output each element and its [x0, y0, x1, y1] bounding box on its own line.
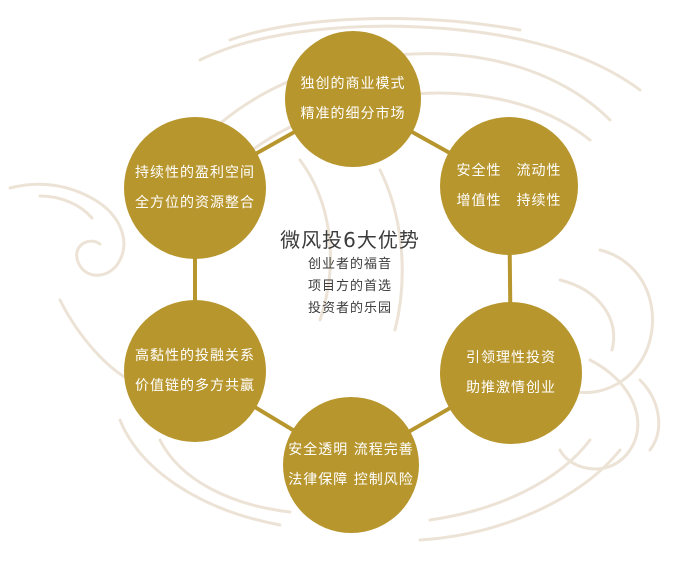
node-rational-investment: 引领理性投资 助推激情创业: [440, 302, 582, 444]
node-line: 增值性 持续性: [456, 193, 562, 209]
center-title: 微风投6大优势: [280, 228, 420, 252]
node-line: 安全性 流动性: [456, 163, 562, 179]
node-line: 全方位的资源整合: [135, 195, 255, 211]
node-line: 独创的商业模式: [300, 76, 406, 92]
node-line: 安全透明 流程完善: [288, 442, 414, 458]
node-line: 助推激情创业: [466, 380, 556, 396]
center-line: 投资者的乐园: [307, 301, 392, 316]
node-stickiness-winwin: 高黏性的投融关系 价值链的多方共赢: [124, 300, 266, 442]
node-line: 高黏性的投融关系: [135, 348, 255, 364]
node-line: 精准的细分市场: [300, 106, 406, 122]
node-business-model: 独创的商业模式 精准的细分市场: [285, 31, 421, 167]
center-line: 项目方的首选: [307, 279, 392, 294]
center-line: 创业者的福音: [307, 257, 392, 272]
node-safety-liquidity: 安全性 流动性 增值性 持续性: [440, 117, 578, 255]
node-line: 法律保障 控制风险: [288, 472, 414, 488]
center-caption: 微风投6大优势 创业者的福音 项目方的首选 投资者的乐园: [250, 226, 450, 320]
node-profit-resources: 持续性的盈利空间 全方位的资源整合: [124, 117, 266, 259]
node-line: 引领理性投资: [466, 350, 556, 366]
node-line: 持续性的盈利空间: [135, 165, 255, 181]
node-line: 价值链的多方共赢: [135, 378, 255, 394]
node-transparency-legal: 安全透明 流程完善 法律保障 控制风险: [283, 397, 419, 533]
